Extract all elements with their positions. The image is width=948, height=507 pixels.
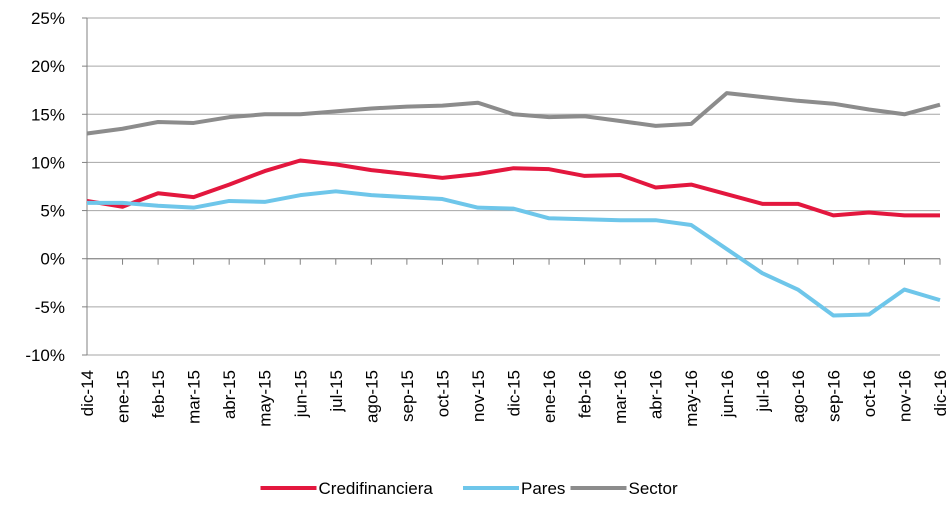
- x-tick-label: ago-16: [789, 370, 808, 423]
- x-tick-label: feb-15: [149, 370, 168, 418]
- x-tick-label: jul-15: [327, 370, 346, 413]
- x-tick-label: mar-15: [185, 370, 204, 424]
- x-tick-label: sep-15: [398, 370, 417, 422]
- x-tick-label: ene-16: [540, 370, 559, 423]
- x-tick-label: dic-14: [78, 370, 97, 416]
- x-tick-label: nov-15: [469, 370, 488, 422]
- x-tick-label: oct-15: [433, 370, 452, 417]
- series-line: [87, 189, 941, 318]
- x-tick-label: abr-15: [220, 370, 239, 419]
- x-tick-label: dic-16: [931, 370, 948, 416]
- legend-label: Credifinanciera: [319, 479, 434, 498]
- x-tick-label: feb-16: [576, 370, 595, 418]
- y-tick-label: -10%: [25, 346, 65, 365]
- x-tick-label: nov-16: [895, 370, 914, 422]
- x-tick-label: oct-16: [860, 370, 879, 417]
- x-tick-label: may-16: [682, 370, 701, 427]
- y-tick-label: 20%: [31, 57, 65, 76]
- y-tick-label: 15%: [31, 105, 65, 124]
- y-tick-label: 10%: [31, 153, 65, 172]
- y-tick-label: -5%: [35, 298, 65, 317]
- x-tick-label: dic-15: [505, 370, 524, 416]
- x-tick-label: sep-16: [824, 370, 843, 422]
- series-line: [86, 91, 941, 136]
- legend-label: Pares: [521, 479, 565, 498]
- x-tick-label: ene-15: [114, 370, 133, 423]
- x-tick-label: ago-15: [362, 370, 381, 423]
- y-tick-label: 0%: [40, 250, 65, 269]
- x-tick-label: jul-16: [753, 370, 772, 413]
- x-tick-label: mar-16: [611, 370, 630, 424]
- x-tick-label: jun-15: [291, 370, 310, 418]
- x-tick-label: abr-16: [647, 370, 666, 419]
- x-tick-label: jun-16: [718, 370, 737, 418]
- x-tick-label: may-15: [256, 370, 275, 427]
- y-tick-label: 25%: [31, 9, 65, 28]
- legend-label: Sector: [629, 479, 678, 498]
- y-tick-label: 5%: [40, 202, 65, 221]
- series-line: [86, 158, 940, 218]
